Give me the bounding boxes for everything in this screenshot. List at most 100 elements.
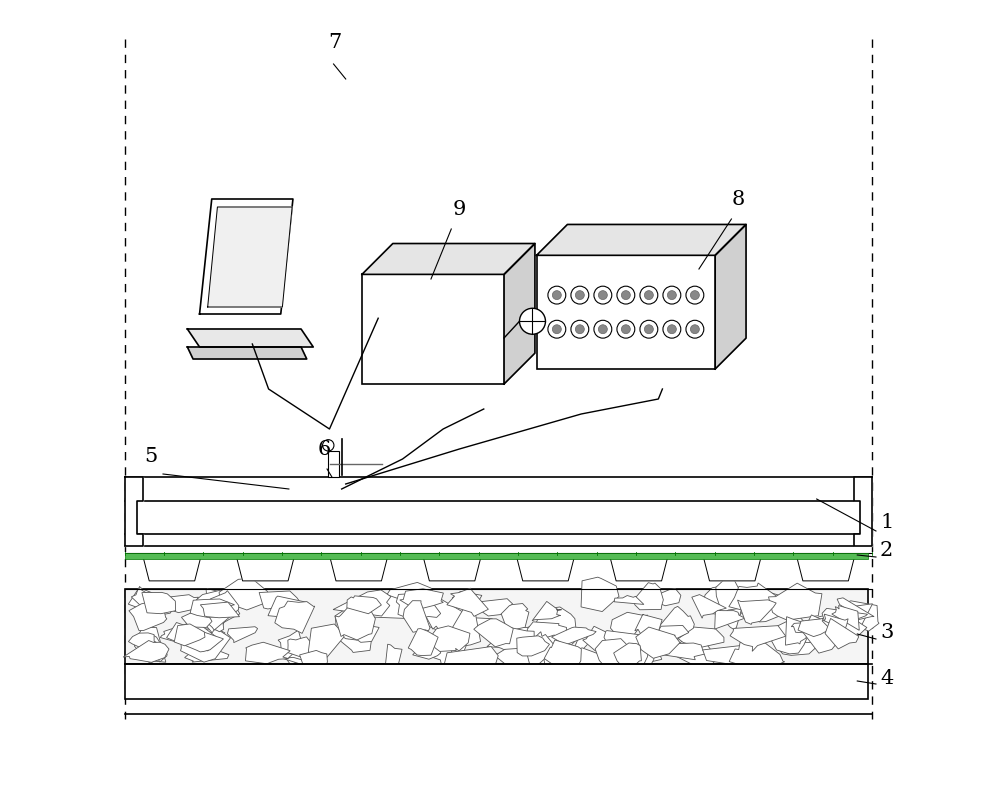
Circle shape [571, 287, 589, 305]
Circle shape [644, 325, 653, 334]
Text: 6: 6 [317, 440, 330, 458]
Polygon shape [536, 607, 576, 637]
Polygon shape [675, 626, 724, 648]
Polygon shape [400, 589, 443, 611]
Polygon shape [803, 616, 843, 654]
Polygon shape [597, 644, 636, 665]
Circle shape [640, 287, 658, 305]
Polygon shape [474, 619, 513, 647]
Polygon shape [227, 627, 258, 643]
Polygon shape [621, 638, 649, 674]
Circle shape [686, 287, 704, 305]
Polygon shape [655, 607, 694, 644]
Polygon shape [715, 225, 746, 370]
Circle shape [571, 321, 589, 339]
Circle shape [594, 287, 612, 305]
Polygon shape [703, 586, 746, 616]
Polygon shape [208, 208, 292, 307]
Bar [125, 478, 868, 547]
Polygon shape [551, 628, 596, 646]
Circle shape [594, 321, 612, 339]
Polygon shape [778, 630, 820, 655]
Polygon shape [268, 596, 307, 617]
Polygon shape [854, 478, 872, 547]
Polygon shape [403, 601, 430, 633]
Polygon shape [181, 624, 231, 663]
Polygon shape [432, 631, 469, 659]
Polygon shape [418, 614, 464, 639]
Polygon shape [300, 650, 330, 669]
Polygon shape [408, 629, 438, 656]
Text: 4: 4 [880, 667, 893, 687]
Circle shape [686, 321, 704, 339]
Polygon shape [715, 610, 745, 629]
Polygon shape [595, 639, 634, 673]
Polygon shape [766, 616, 812, 654]
Text: 1: 1 [880, 512, 893, 531]
Circle shape [640, 321, 658, 339]
Polygon shape [475, 599, 513, 616]
Polygon shape [396, 592, 441, 620]
Polygon shape [288, 641, 325, 664]
Polygon shape [791, 621, 833, 633]
Polygon shape [487, 628, 534, 650]
Polygon shape [741, 590, 782, 622]
Polygon shape [360, 593, 416, 619]
Polygon shape [335, 607, 375, 640]
Polygon shape [627, 635, 663, 665]
Polygon shape [128, 587, 156, 611]
Polygon shape [207, 602, 240, 623]
Polygon shape [308, 624, 344, 662]
Polygon shape [131, 589, 173, 615]
Polygon shape [450, 592, 482, 616]
Polygon shape [187, 348, 307, 359]
Polygon shape [610, 612, 648, 638]
Polygon shape [603, 633, 656, 665]
Polygon shape [495, 642, 545, 674]
Polygon shape [347, 596, 381, 614]
Text: 5: 5 [144, 446, 157, 466]
Polygon shape [181, 610, 212, 628]
Polygon shape [245, 642, 290, 664]
Polygon shape [143, 556, 201, 581]
Circle shape [598, 325, 607, 334]
Polygon shape [729, 642, 785, 676]
Polygon shape [609, 635, 649, 656]
Text: 7: 7 [329, 33, 342, 52]
Circle shape [621, 325, 630, 334]
Polygon shape [192, 590, 244, 624]
Polygon shape [362, 244, 535, 275]
Polygon shape [442, 615, 488, 637]
Polygon shape [287, 637, 315, 659]
Polygon shape [129, 603, 167, 631]
Circle shape [552, 325, 561, 334]
Polygon shape [167, 623, 223, 652]
Circle shape [548, 287, 566, 305]
Circle shape [690, 325, 699, 334]
Polygon shape [581, 577, 619, 611]
Polygon shape [837, 598, 874, 620]
Polygon shape [203, 591, 239, 630]
Polygon shape [498, 603, 529, 632]
Polygon shape [536, 627, 576, 658]
Polygon shape [604, 631, 651, 651]
Polygon shape [160, 621, 218, 651]
Circle shape [575, 291, 584, 300]
Polygon shape [335, 624, 374, 653]
Polygon shape [703, 556, 761, 581]
Circle shape [548, 321, 566, 339]
Circle shape [617, 321, 635, 339]
Circle shape [663, 321, 681, 339]
Polygon shape [259, 591, 301, 609]
Bar [362, 275, 504, 384]
Polygon shape [206, 589, 234, 608]
Polygon shape [825, 619, 859, 649]
Polygon shape [614, 643, 641, 670]
Polygon shape [785, 617, 808, 646]
Polygon shape [610, 556, 668, 581]
Polygon shape [730, 626, 786, 651]
Polygon shape [602, 642, 612, 673]
Polygon shape [527, 622, 566, 647]
Polygon shape [128, 633, 156, 649]
Polygon shape [573, 633, 591, 653]
